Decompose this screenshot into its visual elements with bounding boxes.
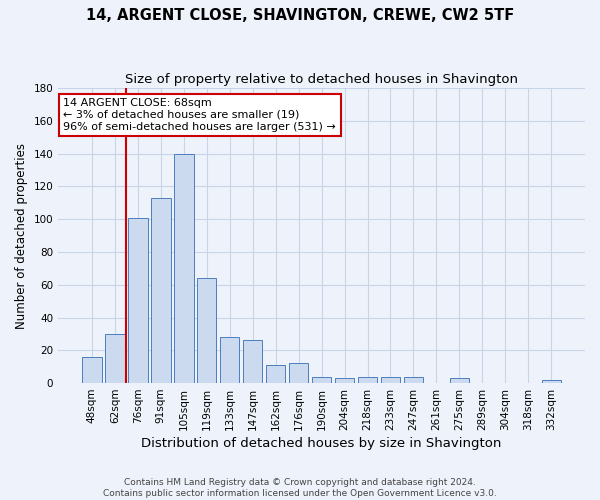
Bar (243, 340, 262, 383)
Bar (174, 154, 194, 383)
Bar (266, 365, 286, 383)
Bar (358, 376, 377, 383)
Bar (128, 218, 148, 383)
Bar (82, 357, 101, 383)
Bar (312, 376, 331, 383)
Bar (404, 376, 423, 383)
Y-axis label: Number of detached properties: Number of detached properties (15, 142, 28, 328)
Text: Contains HM Land Registry data © Crown copyright and database right 2024.
Contai: Contains HM Land Registry data © Crown c… (103, 478, 497, 498)
Text: 14, ARGENT CLOSE, SHAVINGTON, CREWE, CW2 5TF: 14, ARGENT CLOSE, SHAVINGTON, CREWE, CW2… (86, 8, 514, 22)
Bar (105, 334, 125, 383)
Bar (542, 380, 561, 383)
Bar (289, 364, 308, 383)
Bar (151, 198, 170, 383)
Bar (197, 278, 217, 383)
Bar (449, 378, 469, 383)
Bar (335, 378, 355, 383)
Bar (381, 376, 400, 383)
Title: Size of property relative to detached houses in Shavington: Size of property relative to detached ho… (125, 72, 518, 86)
Bar (220, 337, 239, 383)
Text: 14 ARGENT CLOSE: 68sqm
← 3% of detached houses are smaller (19)
96% of semi-deta: 14 ARGENT CLOSE: 68sqm ← 3% of detached … (64, 98, 336, 132)
X-axis label: Distribution of detached houses by size in Shavington: Distribution of detached houses by size … (142, 437, 502, 450)
